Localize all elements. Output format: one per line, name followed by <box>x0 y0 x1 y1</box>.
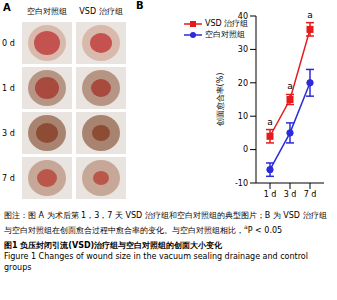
svg-text:a: a <box>307 10 313 20</box>
html-text:图1 负压封闭引流(VSD)治疗组与空白对照组的创面大小变化: 图1 负压封闭引流(VSD)治疗组与空白对照组的创面大小变化 <box>4 240 223 250</box>
html-text:空白对照组: 空白对照组 <box>205 30 245 39</box>
svg-text:A: A <box>3 2 11 13</box>
html-text:B: B <box>136 0 144 11</box>
svg-text:空白对照组: 空白对照组 <box>27 7 67 16</box>
svg-text:0: 0 <box>243 145 248 154</box>
svg-text:40: 40 <box>238 12 248 21</box>
svg-text:10: 10 <box>238 112 248 121</box>
svg-text:7 d: 7 d <box>304 190 317 199</box>
svg-text:0 d: 0 d <box>2 39 15 48</box>
svg-text:1 d: 1 d <box>2 84 15 93</box>
svg-text:a: a <box>287 81 293 91</box>
svg-text:-10: -10 <box>235 179 248 188</box>
svg-text:VSD 治疗组: VSD 治疗组 <box>79 7 122 16</box>
html-text:VSD 治疗组: VSD 治疗组 <box>205 19 249 28</box>
svg-text:3 d: 3 d <box>284 190 297 199</box>
svg-text:20: 20 <box>238 79 248 88</box>
html-text:图注：图 A 为术后第 1，3，7 天 VSD 治疗组和空白: 图注：图 A 为术后第 1，3，7 天 VSD 治疗组和空白对照组的典型图片；B… <box>4 211 327 235</box>
html-text:Figure 1 Changes of wound size: Figure 1 Changes of wound size in the va… <box>4 251 308 272</box>
svg-text:7 d: 7 d <box>2 174 15 183</box>
svg-text:3 d: 3 d <box>2 129 15 138</box>
svg-text:1 d: 1 d <box>264 190 277 199</box>
svg-text:30: 30 <box>238 45 248 54</box>
svg-text:创面愈合率(%): 创面愈合率(%) <box>216 73 225 127</box>
svg-text:a: a <box>267 117 273 127</box>
